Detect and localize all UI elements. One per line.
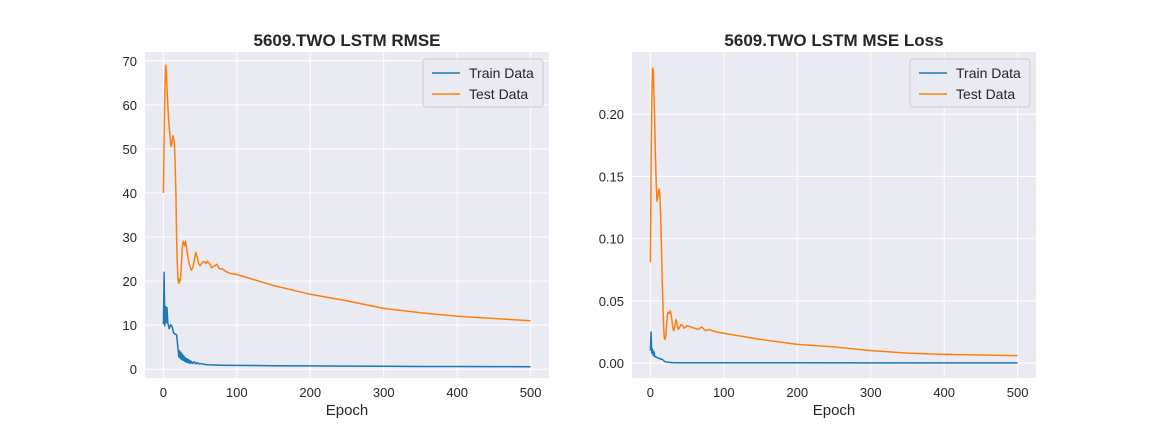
legend-label: Train Data	[956, 65, 1021, 81]
y-tick-label: 70	[123, 54, 137, 69]
x-tick-label: 400	[933, 385, 955, 400]
y-tick-label: 50	[123, 142, 137, 157]
series-line-train-data	[162, 271, 531, 368]
series-line-test-data	[649, 67, 1018, 357]
series-lines	[162, 64, 531, 368]
x-tick-label: 300	[373, 385, 395, 400]
y-tick-label: 30	[123, 230, 137, 245]
x-tick-label: 300	[860, 385, 882, 400]
y-tick-label: 0	[130, 362, 137, 377]
y-tick-label: 0.10	[599, 232, 624, 247]
y-tick-label: 10	[123, 318, 137, 333]
legend: Train Data Test Data	[909, 58, 1031, 108]
y-tick-label: 40	[123, 186, 137, 201]
chart-title: 5609.TWO LSTM MSE Loss	[724, 31, 943, 50]
series-lines	[649, 67, 1018, 364]
y-tick-label: 60	[123, 98, 137, 113]
y-tick-label: 0.00	[599, 356, 624, 371]
legend-label: Test Data	[469, 86, 528, 102]
x-tick-label: 0	[160, 385, 167, 400]
y-tick-label: 0.15	[599, 169, 624, 184]
mse-loss-chart: 5609.TWO LSTM MSE Loss 0 100 200 300 400 5000…	[599, 31, 1036, 419]
tick-labels: 0 100 200 300 400 500 0 10 20 30 40 50 60 70	[123, 54, 542, 400]
x-axis-label: Epoch	[813, 402, 856, 419]
legend-label: Train Data	[469, 65, 534, 81]
x-tick-label: 200	[786, 385, 808, 400]
y-tick-label: 0.05	[599, 294, 624, 309]
x-tick-label: 100	[713, 385, 735, 400]
legend-label: Test Data	[956, 86, 1015, 102]
legend-box	[909, 58, 1031, 108]
tick-labels: 0 100 200 300 400 500 0.00 0.05 0.10 0.15 0.20	[599, 107, 1029, 400]
x-tick-label: 0	[647, 385, 654, 400]
legend-box	[422, 58, 544, 108]
x-tick-label: 500	[520, 385, 542, 400]
x-tick-label: 400	[446, 385, 468, 400]
y-tick-label: 0.20	[599, 107, 624, 122]
x-tick-label: 100	[226, 385, 248, 400]
chart-title: 5609.TWO LSTM RMSE	[253, 31, 440, 50]
series-line-test-data	[162, 64, 531, 322]
x-axis-label: Epoch	[326, 402, 369, 419]
rmse-chart: 5609.TWO LSTM RMSE 0 100 200 300 400 500 0 10 20…	[123, 31, 549, 419]
x-tick-label: 500	[1007, 385, 1029, 400]
y-tick-label: 20	[123, 274, 137, 289]
series-line-train-data	[649, 331, 1018, 364]
x-tick-label: 200	[299, 385, 321, 400]
legend: Train Data Test Data	[422, 58, 544, 108]
